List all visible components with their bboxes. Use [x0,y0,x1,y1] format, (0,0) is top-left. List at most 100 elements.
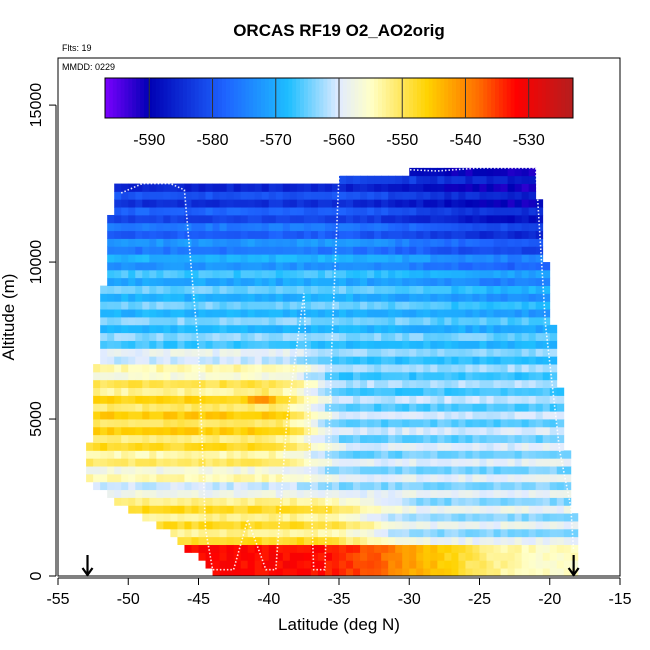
heatmap-cell [528,521,537,530]
heatmap-cell [331,309,340,318]
heatmap-cell [360,560,368,569]
heatmap-cell [367,560,375,569]
heatmap-cell [114,183,122,192]
heatmap-cell [374,285,382,294]
heatmap-cell [296,199,305,208]
heatmap-cell [521,254,530,263]
heatmap-cell [360,403,368,412]
heatmap-cell [458,497,466,506]
heatmap-cell [507,552,516,561]
heatmap-cell [402,356,410,365]
heatmap-cell [233,505,242,514]
heatmap-cell [268,246,277,255]
heatmap-cell [254,222,263,232]
heatmap-cell [170,222,178,232]
heatmap-cell [346,560,354,569]
heatmap-cell [388,175,396,184]
heatmap-cell [254,458,263,467]
heatmap-cell [219,411,227,420]
heatmap-cell [212,356,220,365]
heatmap-cell [219,254,227,263]
heatmap-cell [331,513,340,522]
heatmap-cell [226,348,235,357]
heatmap-cell [367,348,375,357]
heatmap-cell [395,426,403,436]
heatmap-cell [528,183,537,192]
colorbar-swatch [459,78,465,118]
heatmap-cell [423,199,431,208]
heatmap-cell [282,332,291,341]
heatmap-cell [247,214,256,224]
heatmap-cell [296,332,305,341]
heatmap-cell [493,489,501,498]
heatmap-cell [514,544,523,553]
heatmap-cell [226,293,235,302]
heatmap-cell [514,356,523,365]
heatmap-cell [353,387,361,396]
heatmap-cell [360,222,368,232]
heatmap-cell [233,356,242,365]
heatmap-cell [324,191,333,200]
heatmap-cell [219,481,227,491]
heatmap-cell [254,254,263,263]
heatmap-cell [507,521,516,530]
heatmap-cell [324,513,333,522]
heatmap-cell [430,505,438,514]
heatmap-cell [346,214,354,224]
colorbar-swatch [557,78,562,118]
heatmap-cell [472,395,480,404]
heatmap-cell [205,489,213,498]
heatmap-cell [331,560,340,569]
heatmap-cell [331,552,340,561]
heatmap-cell [563,497,572,506]
heatmap-cell [465,269,473,279]
heatmap-cell [331,521,340,530]
heatmap-cell [479,536,487,546]
heatmap-cell [303,434,312,443]
heatmap-cell [402,395,410,404]
heatmap-cell [549,536,558,546]
heatmap-cell [212,183,220,192]
heatmap-cell [423,481,431,491]
heatmap-cell [240,356,249,365]
heatmap-cell [444,411,452,420]
heatmap-cell [142,379,150,389]
heatmap-cell [212,536,220,546]
heatmap-cell [570,528,579,538]
heatmap-cell [268,238,277,247]
heatmap-cell [430,379,438,389]
heatmap-cell [282,552,291,561]
heatmap-cell [507,246,516,255]
heatmap-cell [514,497,523,506]
colorbar-swatch [159,78,164,118]
heatmap-cell [500,332,508,341]
heatmap-cell [163,348,171,357]
heatmap-cell [423,560,431,569]
heatmap-cell [486,426,494,436]
heatmap-cell [303,254,312,263]
heatmap-cell [465,254,473,263]
heatmap-cell [451,513,459,522]
heatmap-cell [191,230,199,239]
heatmap-cell [233,528,242,538]
heatmap-cell [521,481,530,491]
heatmap-cell [458,395,466,404]
heatmap-cell [500,246,508,255]
heatmap-cell [458,340,466,349]
heatmap-cell [374,191,382,200]
heatmap-cell [247,238,256,247]
heatmap-cell [149,293,157,302]
heatmap-cell [156,340,164,349]
heatmap-cell [324,254,333,263]
heatmap-cell [226,466,235,475]
heatmap-cell [268,379,277,389]
heatmap-cell [303,426,312,436]
heatmap-cell [177,285,185,294]
heatmap-cell [395,387,403,396]
heatmap-cell [444,497,452,506]
heatmap-cell [317,293,326,302]
heatmap-cell [465,403,473,412]
heatmap-cell [353,356,361,365]
heatmap-cell [156,324,164,334]
heatmap-cell [268,183,277,192]
